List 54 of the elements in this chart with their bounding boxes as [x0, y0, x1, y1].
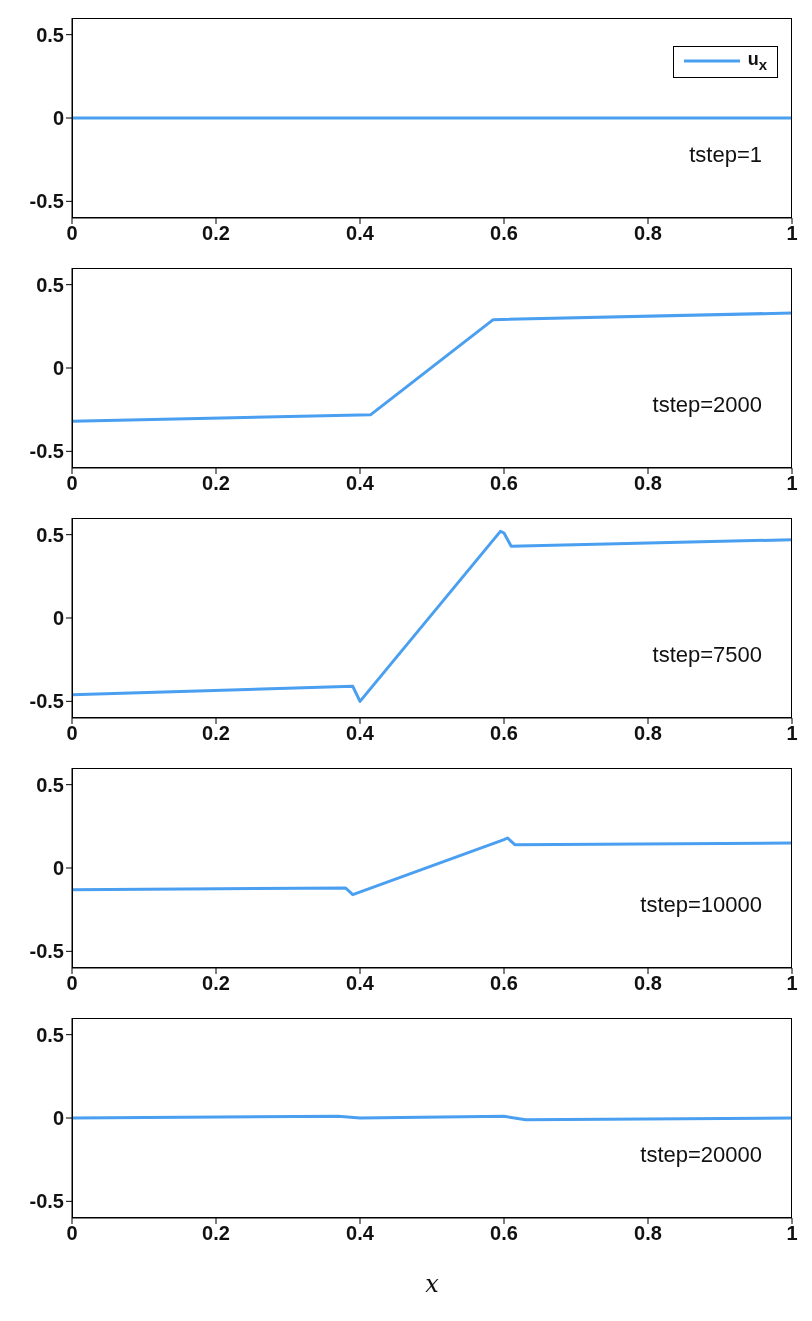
annotation: tstep=7500 — [652, 642, 762, 667]
x-tick-label: 0.2 — [202, 472, 230, 495]
x-tick-label: 0.2 — [202, 722, 230, 745]
x-tick-label: 1 — [786, 722, 798, 745]
x-tick-label: 0.6 — [490, 472, 518, 495]
x-tick-label: 0 — [66, 972, 78, 995]
y-tick-label: 0 — [52, 107, 64, 130]
y-tick-label: 0.5 — [36, 23, 64, 46]
x-tick-label: 1 — [786, 972, 798, 995]
x-tick-label: 0.4 — [346, 722, 375, 745]
x-tick-label: 0.6 — [490, 1222, 518, 1245]
annotation: tstep=2000 — [652, 392, 762, 417]
y-tick-label: -0.5 — [29, 440, 64, 463]
x-tick-label: 0 — [66, 1222, 78, 1245]
y-tick-label: 0 — [52, 607, 64, 630]
legend-label: u$_{x}$ — [747, 49, 767, 73]
y-tick-label: 0.5 — [36, 1023, 64, 1046]
x-tick-label: 0.2 — [202, 972, 230, 995]
y-tick-label: 0.5 — [36, 523, 64, 546]
x-tick-label: 0.8 — [634, 722, 662, 745]
x-tick-label: 0.4 — [346, 472, 375, 495]
line-series — [72, 836, 792, 897]
x-tick-label: 0.2 — [202, 222, 230, 245]
y-tick-label: -0.5 — [29, 940, 64, 963]
x-tick-label: 0.2 — [202, 1222, 230, 1245]
y-tick-label: 0 — [52, 857, 64, 880]
x-tick-label: 0.8 — [634, 222, 662, 245]
x-tick-label: 0.4 — [346, 972, 375, 995]
x-tick-label: 1 — [786, 222, 798, 245]
annotation: tstep=20000 — [640, 1142, 762, 1167]
x-tick-label: 0.8 — [634, 972, 662, 995]
y-tick-label: 0 — [52, 357, 64, 380]
x-tick-label: 0.6 — [490, 222, 518, 245]
y-tick-label: 0 — [52, 1107, 64, 1130]
x-tick-label: 0.4 — [346, 1222, 375, 1245]
y-tick-label: -0.5 — [29, 690, 64, 713]
x-tick-label: 0.6 — [490, 972, 518, 995]
x-tick-label: 0.8 — [634, 1222, 662, 1245]
x-tick-label: 1 — [786, 1222, 798, 1245]
x-tick-label: 1 — [786, 472, 798, 495]
y-tick-label: 0.5 — [36, 273, 64, 296]
line-series — [72, 311, 792, 423]
x-axis-title: x — [425, 1270, 440, 1298]
x-tick-label: 0.8 — [634, 472, 662, 495]
y-tick-label: 0.5 — [36, 773, 64, 796]
y-tick-label: -0.5 — [29, 1190, 64, 1213]
x-tick-label: 0.6 — [490, 722, 518, 745]
x-tick-label: 0 — [66, 222, 78, 245]
x-tick-label: 0 — [66, 722, 78, 745]
annotation: tstep=10000 — [640, 892, 762, 917]
y-tick-label: -0.5 — [29, 190, 64, 213]
x-tick-label: 0 — [66, 472, 78, 495]
annotation: tstep=1 — [689, 142, 762, 167]
x-tick-label: 0.4 — [346, 222, 375, 245]
